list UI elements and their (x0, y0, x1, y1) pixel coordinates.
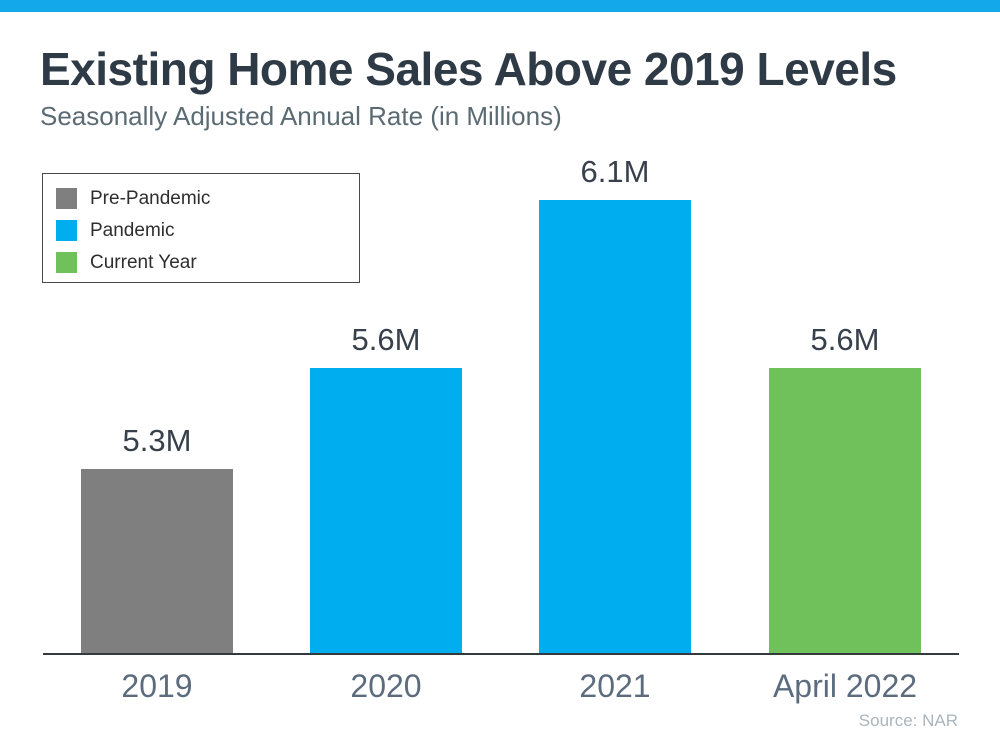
legend-swatch-green-icon (56, 252, 77, 273)
x-axis-line (43, 653, 959, 655)
x-axis-label-2020: 2020 (350, 668, 422, 704)
bar-2021 (539, 200, 691, 654)
legend-item-pre-pandemic: Pre-Pandemic (56, 188, 359, 209)
legend-item-current-year: Current Year (56, 252, 359, 273)
bar-april-2022 (769, 368, 921, 654)
source-credit: Source: NAR (858, 711, 958, 730)
x-axis-label-2019: 2019 (121, 668, 193, 704)
bar-value-label-2020: 5.6M (351, 322, 421, 357)
legend-item-pandemic: Pandemic (56, 220, 359, 241)
x-axis-label-april-2022: April 2022 (772, 668, 918, 704)
bar-value-label-2019: 5.3M (122, 423, 192, 458)
bar-group-april-2022: 5.6M April 2022 (769, 0, 921, 750)
chart-subtitle: Seasonally Adjusted Annual Rate (in Mill… (40, 101, 562, 131)
bar-group-2021: 6.1M 2021 (539, 0, 691, 750)
bar-value-label-april-2022: 5.6M (810, 322, 880, 357)
chart-title: Existing Home Sales Above 2019 Levels (40, 43, 897, 95)
bar-group-2020: 5.6M 2020 (310, 0, 462, 750)
bar-2020 (310, 368, 462, 654)
legend-label-current-year: Current Year (90, 252, 197, 273)
legend-swatch-blue-icon (56, 220, 77, 241)
legend-swatch-gray-icon (56, 188, 77, 209)
top-accent-bar (0, 0, 1000, 12)
legend-label-pandemic: Pandemic (90, 220, 175, 241)
bar-group-2019: 5.3M 2019 (81, 0, 233, 750)
legend: Pre-Pandemic Pandemic Current Year (42, 173, 360, 283)
x-axis-label-2021: 2021 (579, 668, 651, 704)
legend-label-pre-pandemic: Pre-Pandemic (90, 188, 211, 209)
bar-2019 (81, 469, 233, 654)
bar-value-label-2021: 6.1M (580, 154, 650, 189)
